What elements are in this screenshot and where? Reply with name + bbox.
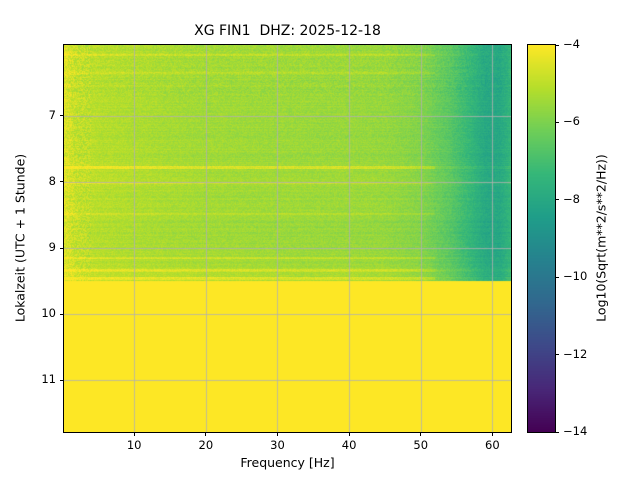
x-tick-mark xyxy=(491,432,493,436)
y-tick-mark xyxy=(60,379,64,381)
y-tick-label: 11 xyxy=(41,372,56,387)
colorbar-tick-label: −6 xyxy=(563,114,580,129)
x-tick-label: 30 xyxy=(270,438,285,452)
x-tick-mark xyxy=(348,432,350,436)
colorbar-tick-label: −4 xyxy=(563,37,580,51)
colorbar-tick-mark xyxy=(555,276,559,278)
y-tick-label: 9 xyxy=(48,240,56,255)
colorbar-tick-mark xyxy=(555,431,559,433)
colorbar-tick-label: −14 xyxy=(563,424,588,438)
colorbar-label: Log10(Sqrt(m**2/s**2/Hz)) xyxy=(593,154,609,322)
heatmap-canvas xyxy=(64,45,511,432)
colorbar-tick-label: −12 xyxy=(563,346,588,361)
x-tick-label: 50 xyxy=(413,438,429,452)
y-tick-mark xyxy=(60,313,64,315)
x-tick-label: 10 xyxy=(126,438,142,452)
colorbar-tick-label: −8 xyxy=(563,191,580,206)
x-tick-mark xyxy=(276,432,278,436)
colorbar-tick-mark xyxy=(555,121,559,123)
y-tick-mark xyxy=(60,247,64,249)
chart-title: XG FIN1 DHZ: 2025-12-18 xyxy=(194,23,381,39)
x-tick-label: 60 xyxy=(485,438,500,452)
colorbar-tick-mark xyxy=(555,199,559,201)
x-axis-label: Frequency [Hz] xyxy=(240,455,335,470)
x-tick-mark xyxy=(133,432,135,436)
x-tick-label: 40 xyxy=(341,438,357,452)
y-axis-label: Lokalzeit (UTC + 1 Stunde) xyxy=(12,153,28,323)
y-tick-mark xyxy=(60,115,64,117)
colorbar-tick-label: −10 xyxy=(563,269,588,284)
colorbar-tick-mark xyxy=(555,354,559,356)
y-tick-mark xyxy=(60,181,64,183)
y-tick-label: 7 xyxy=(48,107,56,122)
y-tick-label: 10 xyxy=(41,306,56,321)
x-tick-mark xyxy=(420,432,422,436)
x-tick-mark xyxy=(205,432,207,436)
colorbar-canvas xyxy=(528,45,555,432)
y-tick-label: 8 xyxy=(48,173,56,188)
x-tick-label: 20 xyxy=(198,438,214,452)
colorbar-tick-mark xyxy=(555,44,559,46)
